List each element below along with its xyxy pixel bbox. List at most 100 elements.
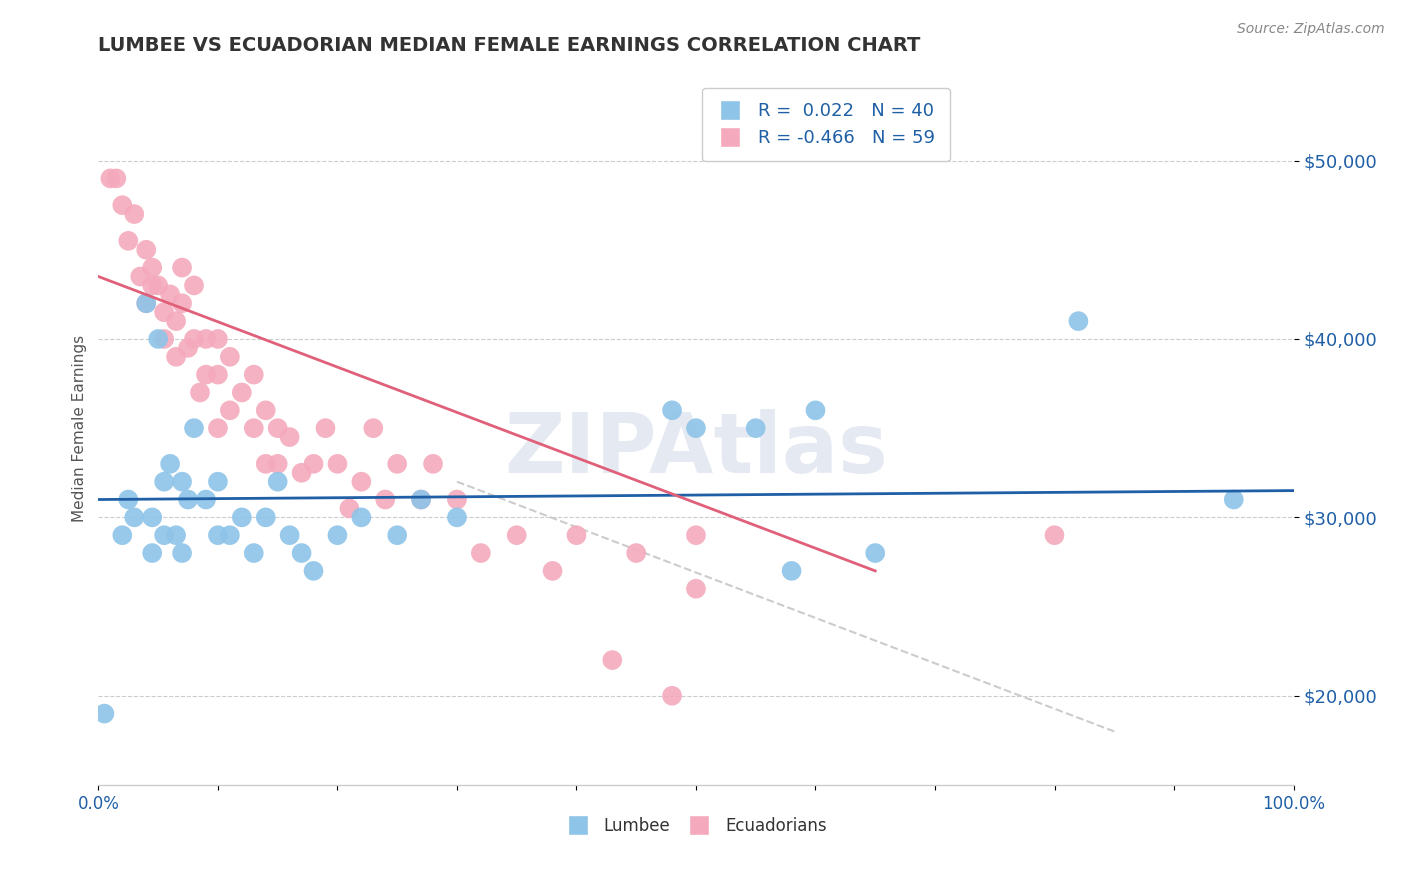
Point [129, 269, 152, 284]
Point [219, 528, 242, 542]
Legend: Lumbee, Ecuadorians: Lumbee, Ecuadorians [551, 804, 841, 848]
Text: ZIPAtlas: ZIPAtlas [503, 409, 889, 490]
Point [685, 582, 707, 596]
Point [117, 492, 139, 507]
Point [165, 528, 187, 542]
Point [411, 492, 433, 507]
Point [291, 466, 314, 480]
Point [207, 368, 229, 382]
Point [148, 278, 170, 293]
Point [141, 510, 163, 524]
Point [374, 492, 396, 507]
Point [135, 296, 157, 310]
Point [745, 421, 768, 435]
Point [350, 475, 373, 489]
Point [446, 492, 468, 507]
Point [188, 385, 211, 400]
Point [804, 403, 827, 417]
Point [254, 510, 277, 524]
Point [326, 457, 349, 471]
Point [153, 305, 176, 319]
Point [183, 332, 205, 346]
Point [243, 368, 266, 382]
Point [153, 528, 176, 542]
Point [685, 528, 707, 542]
Point [661, 689, 683, 703]
Point [506, 528, 529, 542]
Point [1043, 528, 1066, 542]
Point [165, 350, 187, 364]
Point [219, 350, 242, 364]
Point [339, 501, 361, 516]
Point [385, 457, 409, 471]
Point [93, 706, 115, 721]
Point [661, 403, 683, 417]
Point [446, 510, 468, 524]
Point [780, 564, 803, 578]
Point [111, 528, 134, 542]
Point [626, 546, 648, 560]
Point [565, 528, 588, 542]
Point [124, 207, 146, 221]
Point [148, 332, 170, 346]
Point [302, 564, 325, 578]
Point [267, 475, 290, 489]
Point [124, 510, 146, 524]
Point [98, 171, 122, 186]
Point [291, 546, 314, 560]
Point [117, 234, 139, 248]
Point [105, 171, 128, 186]
Point [1223, 492, 1246, 507]
Point [602, 653, 624, 667]
Point [172, 260, 194, 275]
Point [207, 528, 229, 542]
Point [411, 492, 433, 507]
Point [159, 457, 181, 471]
Text: LUMBEE VS ECUADORIAN MEDIAN FEMALE EARNINGS CORRELATION CHART: LUMBEE VS ECUADORIAN MEDIAN FEMALE EARNI… [98, 36, 921, 54]
Point [177, 341, 200, 355]
Point [207, 421, 229, 435]
Point [141, 260, 163, 275]
Point [865, 546, 887, 560]
Point [254, 403, 277, 417]
Point [541, 564, 564, 578]
Point [165, 314, 187, 328]
Point [135, 296, 157, 310]
Point [267, 421, 290, 435]
Point [267, 457, 290, 471]
Text: Source: ZipAtlas.com: Source: ZipAtlas.com [1237, 22, 1385, 37]
Point [195, 492, 218, 507]
Point [278, 430, 301, 444]
Point [195, 332, 218, 346]
Point [153, 332, 176, 346]
Point [153, 475, 176, 489]
Point [219, 403, 242, 417]
Point [243, 421, 266, 435]
Point [422, 457, 444, 471]
Point [172, 546, 194, 560]
Point [363, 421, 385, 435]
Point [315, 421, 337, 435]
Point [172, 296, 194, 310]
Point [231, 510, 253, 524]
Point [172, 475, 194, 489]
Point [177, 492, 200, 507]
Point [350, 510, 373, 524]
Point [231, 385, 253, 400]
Point [141, 546, 163, 560]
Point [385, 528, 409, 542]
Point [1067, 314, 1090, 328]
Y-axis label: Median Female Earnings: Median Female Earnings [72, 334, 87, 522]
Point [243, 546, 266, 560]
Point [207, 475, 229, 489]
Point [159, 287, 181, 301]
Point [135, 243, 157, 257]
Point [685, 421, 707, 435]
Point [326, 528, 349, 542]
Point [195, 368, 218, 382]
Point [141, 278, 163, 293]
Point [470, 546, 492, 560]
Point [207, 332, 229, 346]
Point [111, 198, 134, 212]
Point [183, 278, 205, 293]
